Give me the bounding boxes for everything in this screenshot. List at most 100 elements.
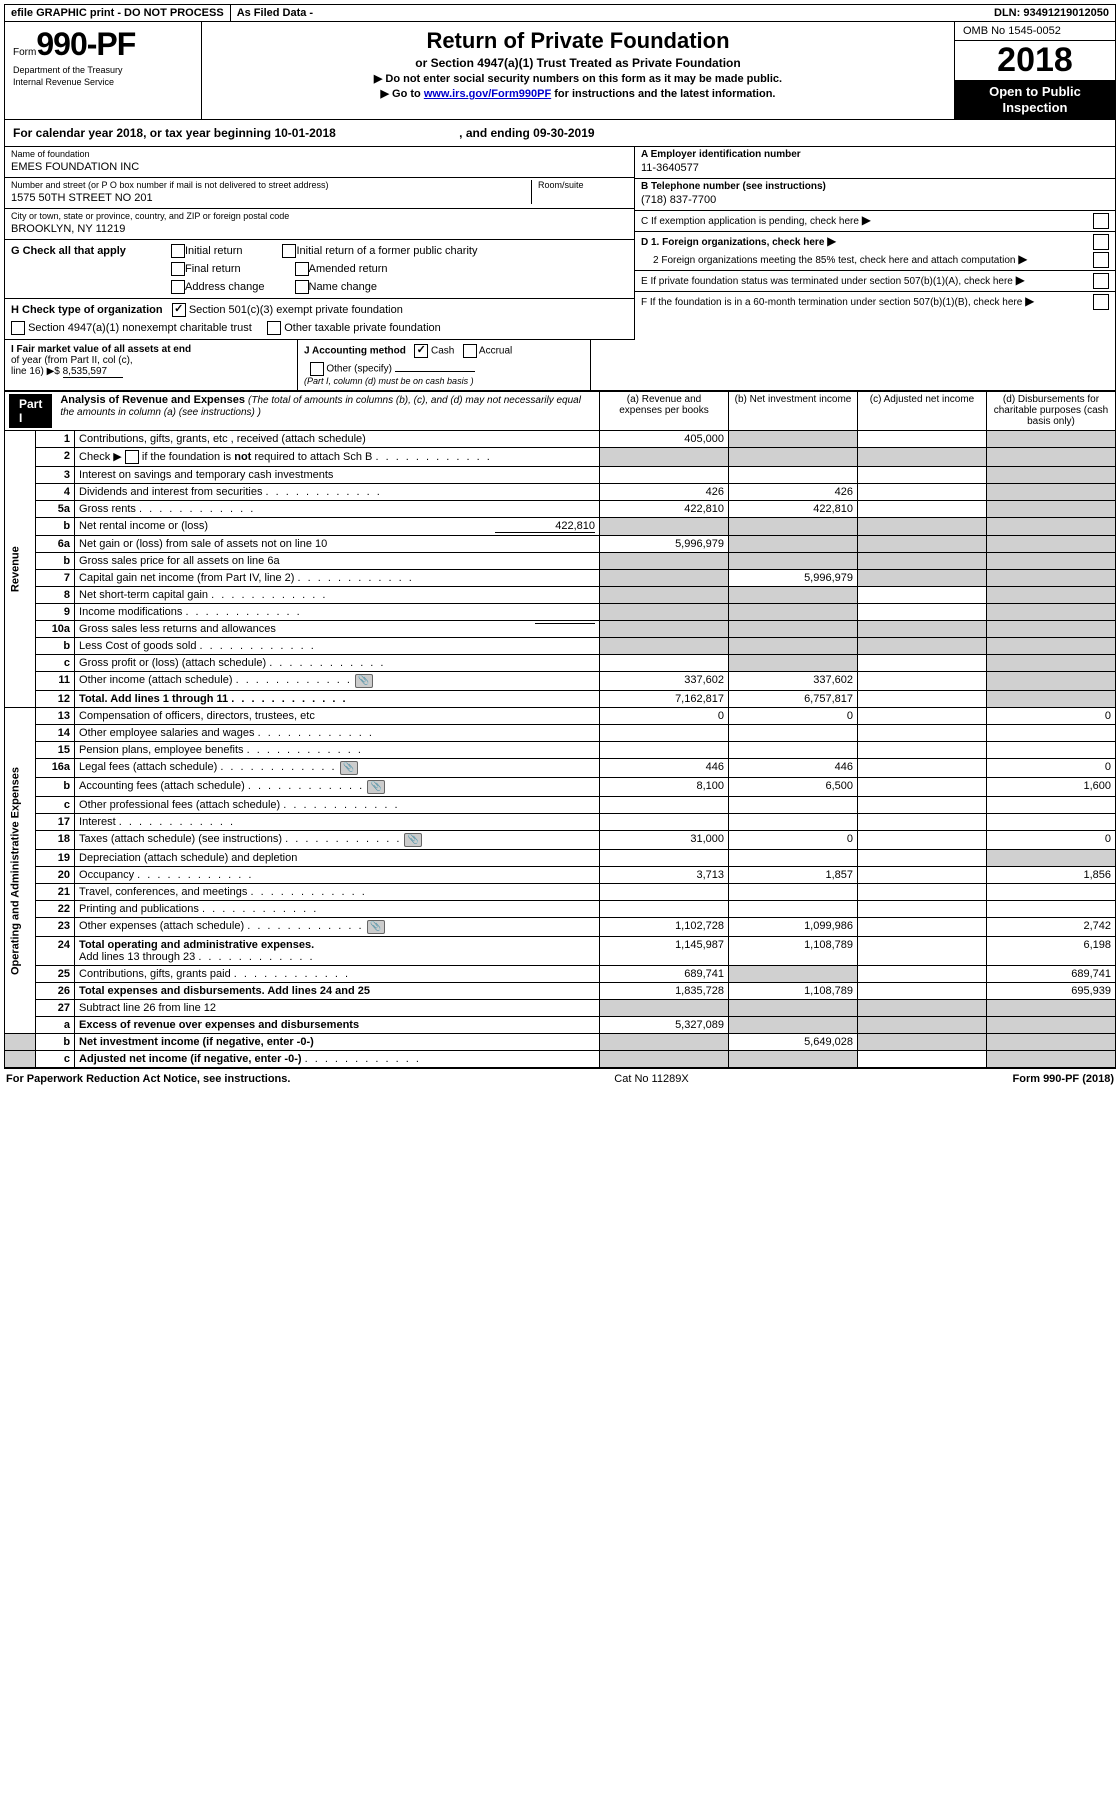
checkbox-name-change[interactable]	[295, 280, 309, 294]
page-footer: For Paperwork Reduction Act Notice, see …	[4, 1068, 1116, 1089]
open-public: Open to Public Inspection	[955, 80, 1115, 119]
table-row: 17Interest	[5, 814, 1116, 831]
table-row: 12Total. Add lines 1 through 11 7,162,81…	[5, 691, 1116, 708]
attach-icon[interactable]: 📎	[404, 833, 422, 847]
checkbox-d2[interactable]	[1093, 252, 1109, 268]
checkbox-final-return[interactable]	[171, 262, 185, 276]
form-word: Form	[13, 47, 36, 58]
part1-table: Part I Analysis of Revenue and Expenses …	[4, 391, 1116, 1068]
checkbox-amended-return[interactable]	[295, 262, 309, 276]
city-value: BROOKLYN, NY 11219	[11, 223, 628, 235]
table-row: 4Dividends and interest from securities …	[5, 484, 1116, 501]
table-row: 16aLegal fees (attach schedule) 📎4464460	[5, 759, 1116, 778]
info-right: A Employer identification number 11-3640…	[634, 147, 1115, 340]
col-a-header: (a) Revenue and expenses per books	[600, 392, 729, 431]
revenue-label: Revenue	[5, 431, 36, 708]
phone-cell: B Telephone number (see instructions) (7…	[635, 179, 1115, 211]
attach-icon[interactable]: 📎	[367, 780, 385, 794]
table-row: bLess Cost of goods sold	[5, 638, 1116, 655]
table-row: 19Depreciation (attach schedule) and dep…	[5, 850, 1116, 867]
room-label: Room/suite	[538, 180, 628, 190]
table-row: 8Net short-term capital gain	[5, 587, 1116, 604]
form-number: 990-PF	[36, 26, 135, 62]
checkbox-4947a1[interactable]	[11, 321, 25, 335]
note-ssn: ▶ Do not enter social security numbers o…	[206, 72, 950, 85]
section-ij: I Fair market value of all assets at end…	[4, 340, 1116, 391]
attach-icon[interactable]: 📎	[355, 674, 373, 688]
ein-cell: A Employer identification number 11-3640…	[635, 147, 1115, 179]
table-row: Operating and Administrative Expenses 13…	[5, 708, 1116, 725]
table-row: 22Printing and publications	[5, 901, 1116, 918]
footer-mid: Cat No 11289X	[614, 1073, 688, 1085]
irs-link[interactable]: www.irs.gov/Form990PF	[424, 88, 551, 100]
table-row: 27Subtract line 26 from line 12	[5, 1000, 1116, 1017]
col-d-header: (d) Disbursements for charitable purpose…	[987, 392, 1116, 431]
form-title: Return of Private Foundation	[206, 28, 950, 54]
attach-icon[interactable]: 📎	[340, 761, 358, 775]
table-row: 3Interest on savings and temporary cash …	[5, 467, 1116, 484]
omb-number: OMB No 1545-0052	[955, 22, 1115, 41]
table-row: cGross profit or (loss) (attach schedule…	[5, 655, 1116, 672]
phone-value: (718) 837-7700	[641, 194, 1109, 206]
checkbox-501c3[interactable]	[172, 303, 186, 317]
checkbox-d1[interactable]	[1093, 234, 1109, 250]
g-label: G Check all that apply	[11, 245, 171, 257]
checkbox-accrual[interactable]	[463, 344, 477, 358]
title-cell: Return of Private Foundation or Section …	[201, 22, 954, 119]
expenses-label: Operating and Administrative Expenses	[5, 708, 36, 1034]
dept-treasury: Department of the Treasury	[13, 65, 193, 75]
efile-label: efile GRAPHIC print - DO NOT PROCESS	[5, 5, 230, 21]
table-row: 18Taxes (attach schedule) (see instructi…	[5, 831, 1116, 850]
section-i: I Fair market value of all assets at end…	[5, 340, 297, 390]
footer-right: Form 990-PF (2018)	[1013, 1073, 1115, 1085]
note-goto: ▶ Go to www.irs.gov/Form990PF for instru…	[206, 87, 950, 100]
box-d: D 1. Foreign organizations, check here ▶…	[635, 232, 1115, 271]
checkbox-cash[interactable]	[414, 344, 428, 358]
checkbox-other-taxable[interactable]	[267, 321, 281, 335]
table-row: 14Other employee salaries and wages	[5, 725, 1116, 742]
table-row: 24Total operating and administrative exp…	[5, 937, 1116, 966]
box-f: F If the foundation is in a 60-month ter…	[635, 292, 1115, 312]
table-row: 2 Check ▶ if the foundation is not requi…	[5, 448, 1116, 467]
info-left: Name of foundation EMES FOUNDATION INC N…	[5, 147, 634, 340]
table-row: 20Occupancy 3,7131,8571,856	[5, 867, 1116, 884]
dept-irs: Internal Revenue Service	[13, 77, 193, 87]
table-row: bNet rental income or (loss) 422,810	[5, 518, 1116, 536]
street-address: 1575 50TH STREET NO 201	[11, 192, 531, 204]
checkbox-sch-b[interactable]	[125, 450, 139, 464]
checkbox-e[interactable]	[1093, 273, 1109, 289]
box-c: C If exemption application is pending, c…	[635, 211, 1115, 232]
h-label: H Check type of organization	[11, 304, 163, 316]
dln: DLN: 93491219012050	[988, 5, 1115, 21]
section-g: G Check all that apply Initial return In…	[5, 240, 634, 299]
checkbox-initial-former[interactable]	[282, 244, 296, 258]
checkbox-c[interactable]	[1093, 213, 1109, 229]
table-row: aExcess of revenue over expenses and dis…	[5, 1017, 1116, 1034]
table-row: 15Pension plans, employee benefits	[5, 742, 1116, 759]
table-row: bAccounting fees (attach schedule) 📎8,10…	[5, 778, 1116, 797]
footer-left: For Paperwork Reduction Act Notice, see …	[6, 1073, 290, 1085]
checkbox-initial-return[interactable]	[171, 244, 185, 258]
checkbox-f[interactable]	[1093, 294, 1109, 310]
table-row: bNet investment income (if negative, ent…	[5, 1034, 1116, 1051]
table-row: 9Income modifications	[5, 604, 1116, 621]
part-label: Part I	[9, 394, 52, 428]
checkbox-other-method[interactable]	[310, 362, 324, 376]
dln-label: DLN:	[994, 7, 1020, 19]
table-row: 25Contributions, gifts, grants paid 689,…	[5, 966, 1116, 983]
checkbox-address-change[interactable]	[171, 280, 185, 294]
box-e: E If private foundation status was termi…	[635, 271, 1115, 292]
city-cell: City or town, state or province, country…	[5, 209, 634, 240]
table-row: 11Other income (attach schedule) 📎337,60…	[5, 672, 1116, 691]
form-header: Form990-PF Department of the Treasury In…	[4, 22, 1116, 120]
form-subtitle: or Section 4947(a)(1) Trust Treated as P…	[206, 56, 950, 70]
section-j: J Accounting method Cash Accrual Other (…	[297, 340, 590, 390]
fmv-value: 8,535,597	[63, 366, 123, 378]
part1-header: Part I Analysis of Revenue and Expenses …	[9, 394, 595, 428]
table-row: bGross sales price for all assets on lin…	[5, 553, 1116, 570]
attach-icon[interactable]: 📎	[367, 920, 385, 934]
address-cell: Number and street (or P O box number if …	[5, 178, 634, 209]
foundation-name: EMES FOUNDATION INC	[11, 161, 628, 173]
table-row: 23Other expenses (attach schedule) 📎1,10…	[5, 918, 1116, 937]
tax-year: 2018	[955, 41, 1115, 80]
